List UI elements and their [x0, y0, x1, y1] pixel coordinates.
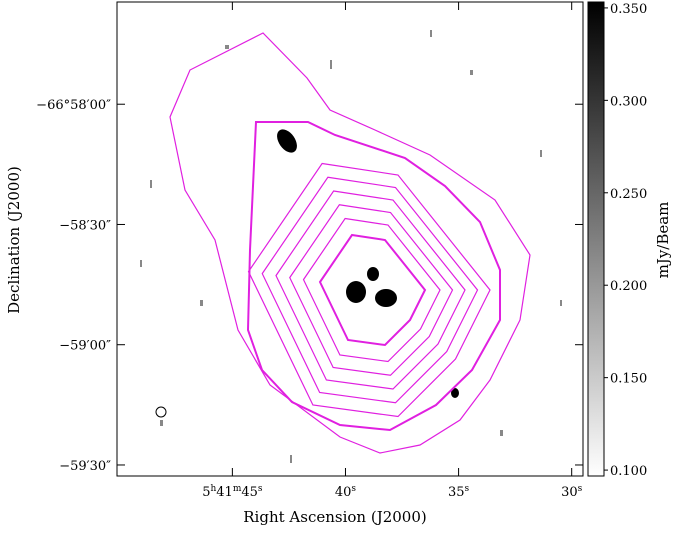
- y-tick-label: −66°58′00″: [36, 98, 111, 113]
- x-tick-label: 5h41m45s: [202, 484, 263, 500]
- colorbar-tick-label: 0.200: [610, 279, 647, 294]
- x-tick-label: 30s: [561, 484, 583, 500]
- y-tick-label: −58′30″: [59, 218, 111, 233]
- colorbar-tick-label: 0.250: [610, 187, 647, 202]
- x-axis-label: Right Ascension (J2000): [243, 508, 426, 526]
- chart: Right Ascension (J2000) Declination (J20…: [0, 0, 677, 533]
- colorbar-label: mJy/Beam: [654, 202, 672, 279]
- colorbar-tick-label: 0.150: [610, 372, 647, 387]
- colorbar-tick-label: 0.350: [610, 2, 647, 17]
- colorbar: [588, 2, 604, 476]
- x-tick-label: 35s: [448, 484, 470, 500]
- colorbar-tick-label: 0.100: [610, 464, 647, 479]
- y-tick-label: −59′30″: [59, 459, 111, 474]
- x-tick-label: 40s: [335, 484, 357, 500]
- y-axis-label: Declination (J2000): [5, 166, 23, 314]
- colorbar-tick-label: 0.300: [610, 94, 647, 109]
- y-tick-label: −59′00″: [59, 339, 111, 354]
